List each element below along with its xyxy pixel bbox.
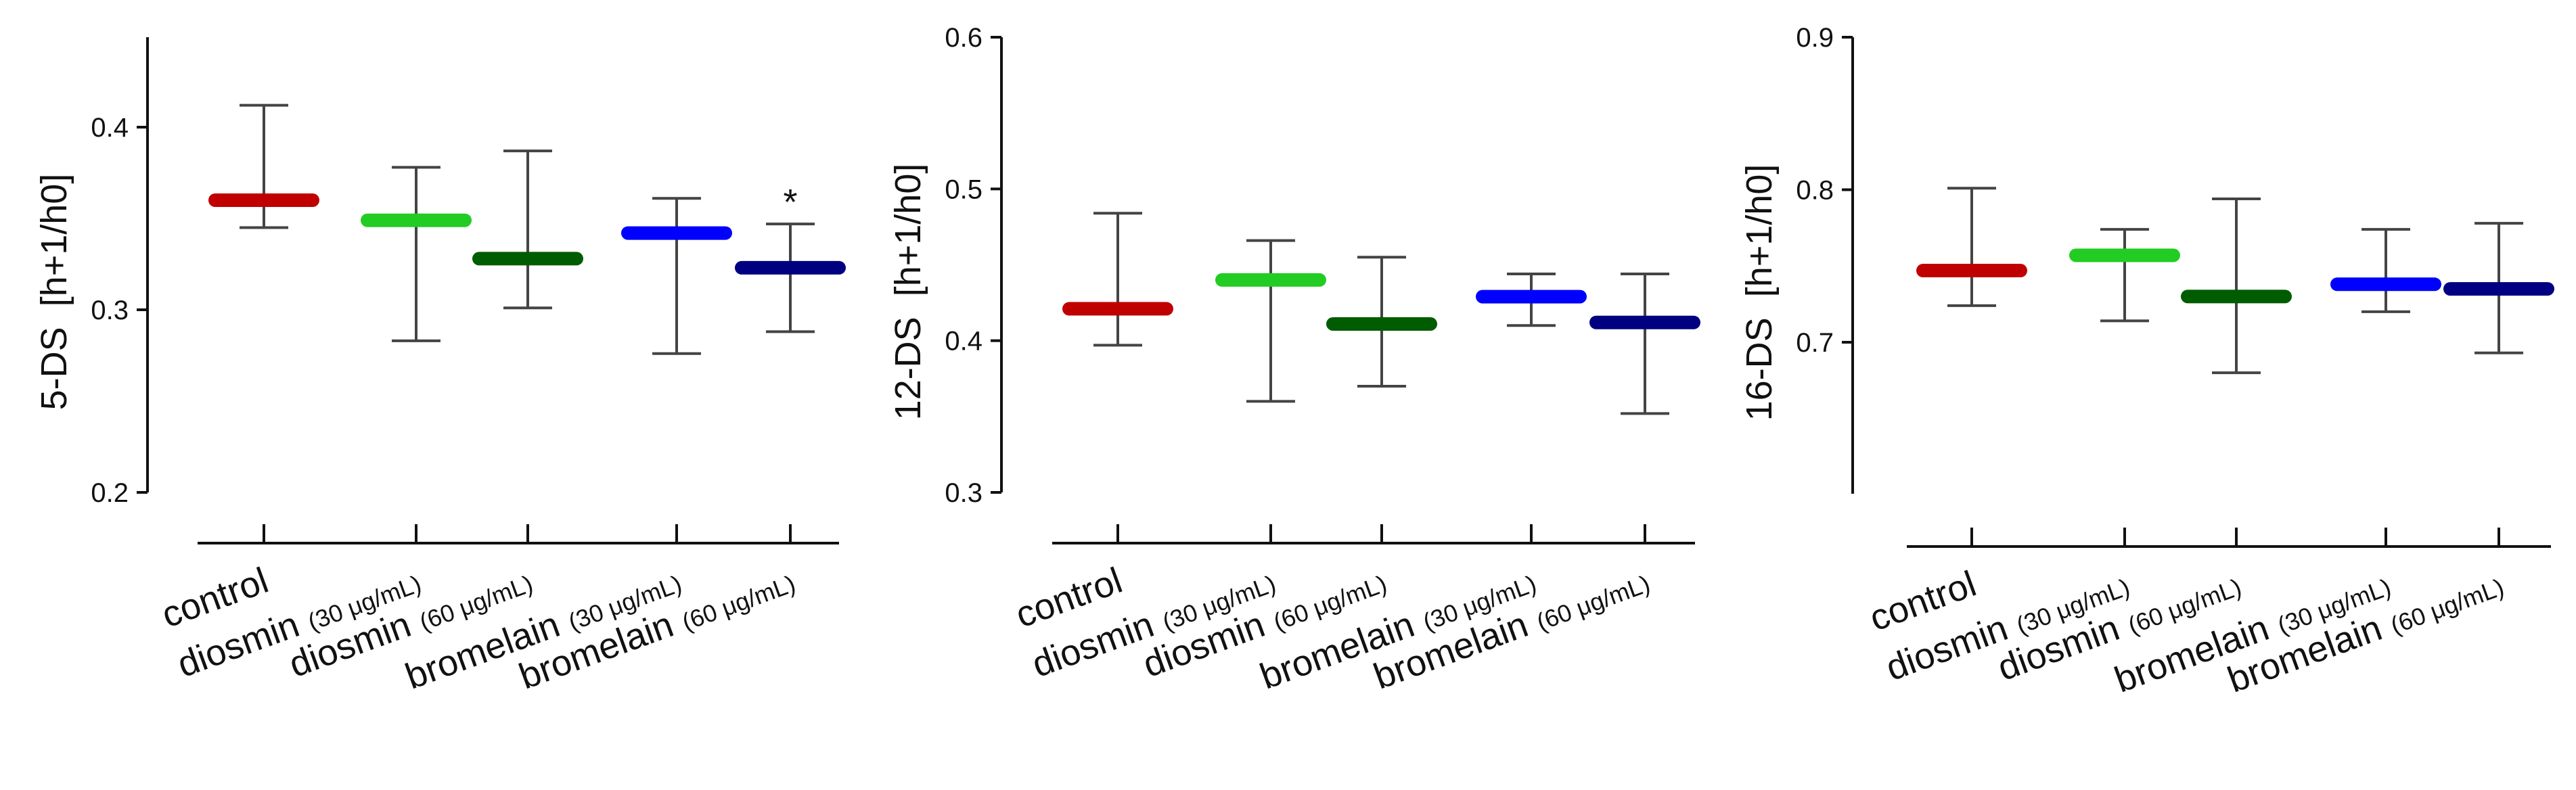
y-axis-label-unit: [h+1/h0]: [888, 164, 928, 297]
series-mark-3: [2330, 228, 2441, 313]
series-mark-4: *: [735, 182, 846, 333]
y-axis-label: 12-DS [h+1/h0]: [888, 164, 928, 421]
category-note: (60 μg/mL): [1533, 570, 1653, 636]
series-mark-3: [1476, 272, 1587, 327]
category-note: (60 μg/mL): [2387, 573, 2507, 639]
y-tick-label: 0.3: [91, 296, 129, 325]
y-tick-label: 0.7: [1796, 328, 1834, 358]
significance-marker: *: [783, 182, 797, 223]
y-tick-label: 0.4: [91, 113, 129, 143]
series-mark-2: [472, 149, 583, 310]
series-mark-1: [1215, 239, 1326, 403]
y-axis-label-unit: [h+1/h0]: [34, 174, 74, 307]
y-axis-label-name: 12-DS: [888, 317, 928, 420]
y-axis-label-unit: [h+1/h0]: [1739, 164, 1780, 298]
y-tick-label: 0.3: [945, 478, 982, 508]
y-axis-label: 5-DS [h+1/h0]: [34, 174, 74, 411]
series-mark-1: [361, 166, 472, 342]
y-axis-label-name: 16-DS: [1739, 317, 1780, 421]
panel-16-ds: 0.70.80.916-DS[h+1/h0]controldiosmin(30 …: [1739, 23, 2554, 701]
panel-5-ds: 0.20.30.45-DS[h+1/h0] *controldiosmin(30 …: [34, 37, 846, 697]
series-mark-0: [1062, 212, 1173, 347]
y-tick-label: 0.4: [945, 327, 982, 356]
series-mark-3: [621, 197, 732, 355]
series-mark-0: [1916, 187, 2027, 307]
y-tick-label: 0.6: [945, 23, 982, 53]
y-tick-label: 0.8: [1796, 176, 1834, 206]
series-mark-2: [2181, 198, 2292, 375]
panel-12-ds: 0.30.40.50.612-DS[h+1/h0]controldiosmin(…: [888, 23, 1700, 697]
series-mark-2: [1326, 256, 1437, 388]
category-note: (60 μg/mL): [678, 570, 798, 636]
y-tick-label: 0.9: [1796, 23, 1834, 53]
series-mark-0: [208, 103, 319, 229]
y-tick-label: 0.2: [91, 478, 129, 508]
series-mark-4: [1589, 272, 1700, 415]
series-mark-4: [2443, 222, 2554, 354]
y-axis-label-name: 5-DS: [34, 327, 74, 410]
y-tick-label: 0.5: [945, 175, 982, 204]
y-axis-label: 16-DS [h+1/h0]: [1739, 164, 1780, 421]
series-mark-1: [2069, 228, 2180, 323]
